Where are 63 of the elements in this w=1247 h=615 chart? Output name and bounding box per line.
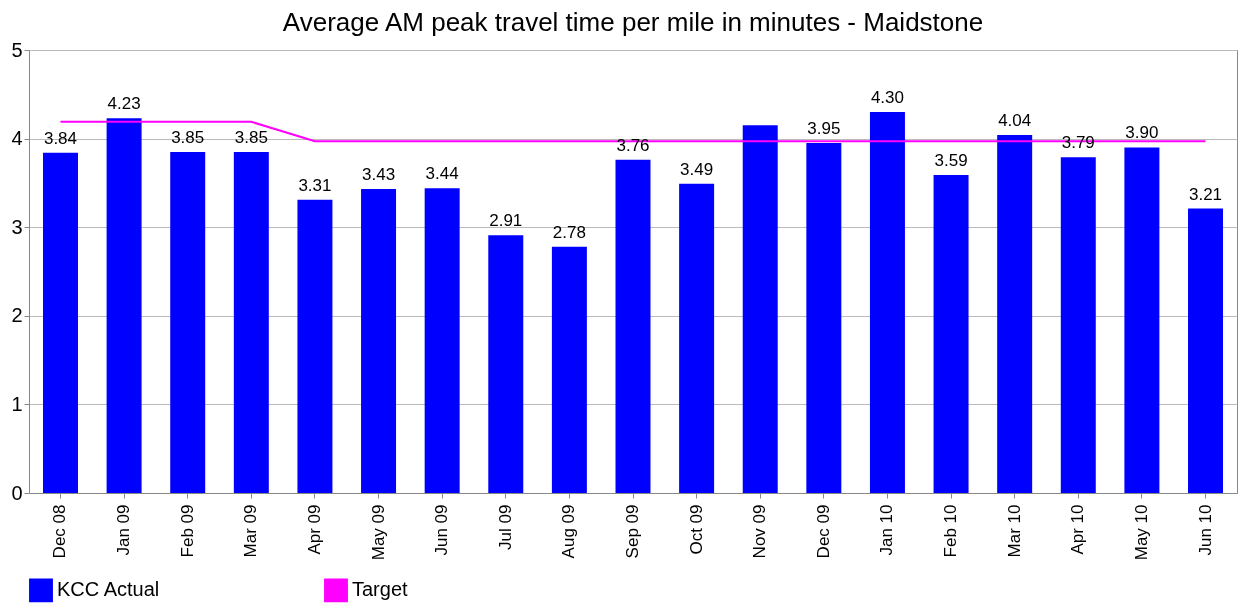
x-tick-label: Dec 09 <box>813 504 833 559</box>
x-tick-label: Mar 09 <box>241 504 261 558</box>
data-label: 3.95 <box>807 119 841 139</box>
bar <box>933 174 969 493</box>
x-tick-label: Feb 09 <box>177 504 197 558</box>
bar <box>297 199 333 493</box>
bar <box>1060 157 1096 493</box>
y-tick-label: 5 <box>11 38 23 61</box>
x-tick-label: Feb 10 <box>941 504 961 558</box>
data-label: 3.49 <box>680 159 714 179</box>
bar <box>551 246 587 493</box>
x-tick-label: Apr 10 <box>1068 504 1088 555</box>
bar <box>742 125 778 493</box>
data-label: 4.30 <box>870 88 904 108</box>
bar <box>488 235 524 493</box>
data-label: 3.84 <box>43 128 78 148</box>
bar <box>42 152 78 493</box>
x-tick-label: Jul 09 <box>495 504 515 550</box>
x-tick-label: Sep 09 <box>623 504 642 559</box>
data-label: 4.23 <box>107 94 141 114</box>
x-tick-label: Jan 10 <box>877 504 897 556</box>
data-label: 3.85 <box>171 127 205 147</box>
x-tick-label: Aug 09 <box>559 504 579 559</box>
bar <box>1124 147 1160 493</box>
y-tick-label: 2 <box>11 304 23 327</box>
bar <box>869 112 905 493</box>
y-tick-label: 3 <box>11 215 23 238</box>
data-label: 3.44 <box>425 164 459 184</box>
bar <box>233 151 269 493</box>
data-label: 3.21 <box>1188 184 1223 204</box>
data-label: 4.04 <box>998 111 1032 131</box>
x-tick-label: May 10 <box>1131 504 1151 561</box>
y-tick-label: 1 <box>11 392 23 415</box>
data-label: 3.43 <box>362 165 396 185</box>
data-label: 3.85 <box>234 127 268 147</box>
chart-title: Average AM peak travel time per mile in minutes - Maidstone <box>282 7 984 37</box>
legend-label: Target <box>352 578 409 601</box>
bar <box>679 183 715 493</box>
data-label: 3.31 <box>298 175 332 195</box>
x-tick-label: Apr 09 <box>304 504 324 555</box>
bar <box>361 189 397 493</box>
bar <box>170 151 206 493</box>
x-tick-label: Mar 10 <box>1004 504 1024 558</box>
legend-label: KCC Actual <box>57 578 160 601</box>
bar <box>997 135 1033 493</box>
bar <box>106 118 142 493</box>
x-tick-label: Jun 10 <box>1195 504 1215 556</box>
bar <box>806 143 842 493</box>
data-label: 2.78 <box>552 222 586 242</box>
x-tick-label: May 09 <box>368 504 388 561</box>
x-tick-label: Jan 09 <box>114 504 134 556</box>
x-tick-label: Jun 09 <box>432 504 452 556</box>
bar <box>1188 208 1224 493</box>
data-label: 3.59 <box>934 150 968 170</box>
bar <box>424 188 460 493</box>
x-tick-label: Nov 09 <box>750 504 770 559</box>
data-label: 2.91 <box>489 211 523 231</box>
y-tick-label: 4 <box>11 127 23 150</box>
x-tick-label: Dec 08 <box>50 504 70 559</box>
x-tick-label: Oct 09 <box>686 504 706 555</box>
y-tick-label: 0 <box>11 481 23 504</box>
data-label: 3.90 <box>1125 123 1159 143</box>
bar <box>615 159 651 493</box>
